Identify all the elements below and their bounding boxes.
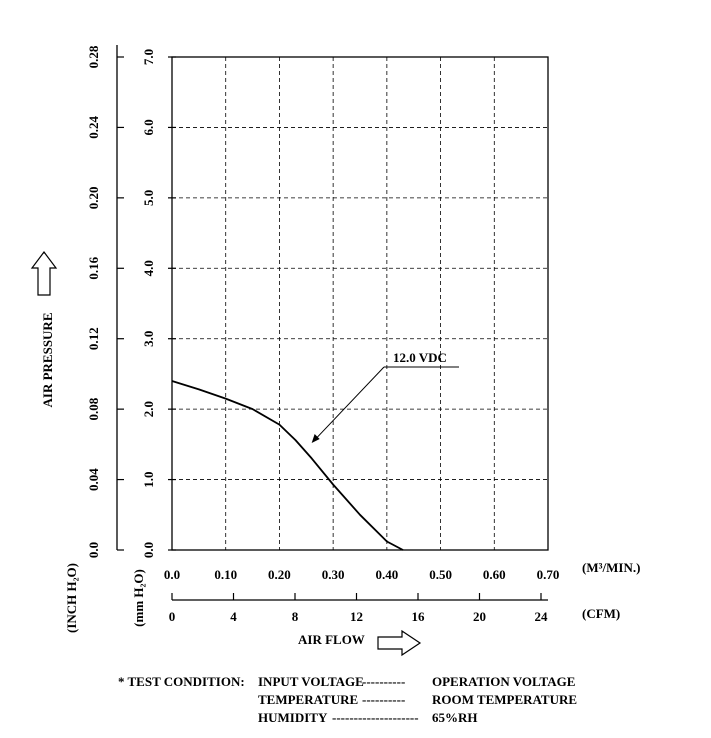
y-secondary-unit: (INCH H₂O) — [64, 563, 79, 633]
x-secondary-unit: (CFM) — [582, 606, 620, 621]
y-primary-tick-label: 6.0 — [141, 119, 156, 135]
annotation-leader — [315, 366, 385, 440]
y-secondary-tick-label: 0.12 — [86, 327, 101, 350]
test-condition: * TEST CONDITION: INPUT VOLTAGE --------… — [118, 674, 577, 725]
test-condition-heading: * TEST CONDITION: — [118, 674, 245, 689]
y-secondary-tick-label: 0.04 — [86, 468, 101, 491]
y-secondary-tick-label: 0.16 — [86, 256, 101, 279]
annotation-arrowhead-icon — [311, 433, 320, 443]
y-primary-tick-label: 7.0 — [141, 49, 156, 65]
condition-value: OPERATION VOLTAGE — [432, 674, 575, 689]
x-secondary-tick-label: 12 — [350, 609, 363, 624]
condition-dashes: -------------------- — [332, 710, 419, 725]
y-secondary-tick-label: 0.24 — [86, 116, 101, 139]
x-primary-tick-label: 0.50 — [429, 567, 452, 582]
x-secondary-tick-label: 4 — [230, 609, 237, 624]
y-primary-tick-label: 3.0 — [141, 331, 156, 347]
y-primary-tick-label: 1.0 — [141, 471, 156, 487]
x-secondary-tick-label: 16 — [412, 609, 426, 624]
y-primary-tick-label: 0.0 — [141, 542, 156, 558]
x-primary-unit: (M³/MIN.) — [582, 560, 640, 575]
condition-item: TEMPERATURE — [258, 692, 358, 707]
series-annotation-label: 12.0 VDC — [393, 350, 447, 365]
x-secondary-tick-label: 0 — [169, 609, 176, 624]
up-arrow-icon — [30, 251, 58, 296]
y-secondary-tick-label: 0.08 — [86, 397, 101, 420]
x-primary-tick-label: 0.20 — [268, 567, 291, 582]
y-primary-tick-label: 4.0 — [141, 260, 156, 276]
y-primary-tick-label: 5.0 — [141, 190, 156, 206]
condition-value: ROOM TEMPERATURE — [432, 692, 577, 707]
condition-item: HUMIDITY — [258, 710, 328, 725]
x-secondary-tick-label: 24 — [535, 609, 549, 624]
plot-frame — [171, 56, 549, 551]
y-axis-label: AIR PRESSURE — [40, 313, 55, 408]
series-layer: 12.0 VDC — [171, 350, 459, 551]
right-arrow-icon — [377, 629, 422, 657]
condition-dashes: ---------- — [362, 674, 405, 689]
condition-item: INPUT VOLTAGE — [258, 674, 364, 689]
x-secondary-tick-label: 8 — [292, 609, 299, 624]
x-primary-tick-label: 0.30 — [322, 567, 345, 582]
y-primary-tick-label: 2.0 — [141, 401, 156, 417]
y-secondary-tick-label: 0.28 — [86, 45, 101, 68]
x-primary-tick-label: 0.0 — [164, 567, 180, 582]
condition-dashes: ---------- — [362, 692, 405, 707]
series-line — [171, 380, 404, 551]
x-axis-label: AIR FLOW — [298, 632, 365, 647]
y-secondary-tick-label: 0.0 — [86, 542, 101, 558]
x-primary-tick-label: 0.60 — [483, 567, 506, 582]
y-axes: 0.0 0.04 0.08 0.12 0.16 0.20 0.24 0.28 0.0 1.0 2.0… — [86, 45, 176, 558]
x-axes: 0.0 0.10 0.20 0.30 0.40 0.50 0.60 0.70 0 4 8 12 16 20… — [164, 567, 560, 624]
y-primary-unit: (mm H₂O) — [131, 569, 146, 627]
x-primary-tick-label: 0.70 — [537, 567, 560, 582]
grid-lines — [172, 57, 548, 550]
x-secondary-tick-label: 20 — [473, 609, 486, 624]
x-primary-tick-label: 0.10 — [214, 567, 237, 582]
y-secondary-tick-label: 0.20 — [86, 186, 101, 209]
x-primary-tick-label: 0.40 — [375, 567, 398, 582]
condition-value: 65%RH — [432, 710, 478, 725]
